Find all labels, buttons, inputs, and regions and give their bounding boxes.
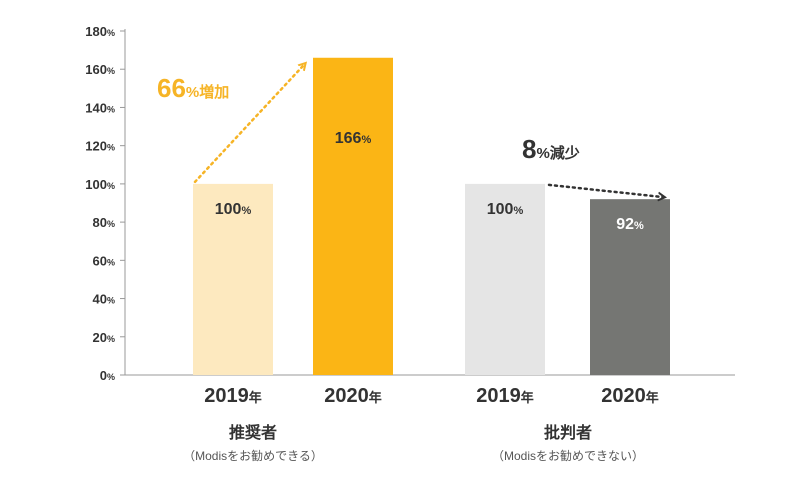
y-tick-label: 160% bbox=[85, 62, 115, 77]
group-name: 批判者 bbox=[544, 423, 592, 442]
y-tick-label: 40% bbox=[93, 292, 115, 307]
x-tick-label: 2019年 bbox=[204, 385, 262, 407]
bar-detractors-2020 bbox=[590, 199, 670, 375]
y-tick-label: 60% bbox=[93, 253, 115, 268]
y-tick-label: 140% bbox=[85, 100, 115, 115]
group-subtitle: （Modisをお勧めできる） bbox=[183, 449, 323, 463]
bar-value-label: 100% bbox=[215, 201, 252, 218]
group-subtitle: （Modisをお勧めできない） bbox=[492, 449, 644, 463]
bar-promoters-2019 bbox=[193, 183, 273, 375]
bar-promoters-2020 bbox=[313, 57, 393, 375]
x-tick-label: 2020年 bbox=[601, 385, 659, 407]
y-tick-label: 180% bbox=[85, 24, 115, 39]
change-annotation: 66%増加 bbox=[157, 73, 229, 103]
y-tick-label: 0% bbox=[100, 368, 115, 383]
y-tick-label: 20% bbox=[93, 330, 115, 345]
group-name: 推奨者 bbox=[229, 423, 277, 442]
increase-arrow bbox=[193, 64, 305, 184]
bar-value-label: 92% bbox=[616, 216, 644, 233]
bar-detractors-2019 bbox=[465, 183, 545, 375]
decrease-arrow bbox=[547, 183, 664, 197]
y-tick-label: 80% bbox=[93, 215, 115, 230]
x-tick-label: 2020年 bbox=[324, 385, 382, 407]
bar-value-label: 100% bbox=[487, 201, 524, 218]
y-tick-label: 120% bbox=[85, 139, 115, 154]
x-tick-label: 2019年 bbox=[476, 385, 534, 407]
y-tick-label: 100% bbox=[85, 177, 115, 192]
bar-value-label: 166% bbox=[335, 130, 372, 147]
change-annotation: 8%減少 bbox=[522, 134, 580, 164]
